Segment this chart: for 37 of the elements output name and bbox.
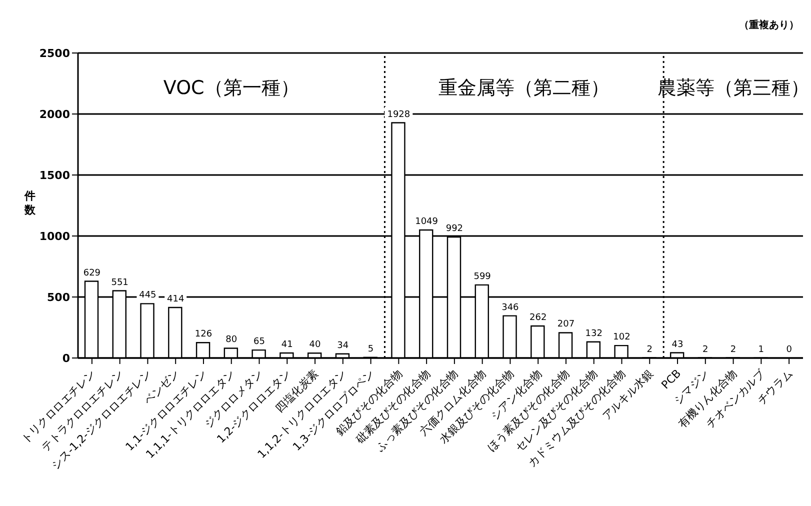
annotation: 重金属等（第二種） [438, 76, 611, 101]
annotation: VOC（第一種） [162, 76, 300, 101]
text: （重複あり） [739, 18, 799, 32]
data-label: 2 [730, 344, 736, 355]
y-tick-label: 500 [47, 290, 70, 304]
data-label: 629 [83, 268, 101, 278]
data-label: 346 [502, 302, 520, 313]
data-label: 599 [474, 272, 492, 282]
data-label: 1928 [387, 110, 410, 120]
y-tick-label: 2500 [39, 46, 70, 60]
data-label: 34 [337, 340, 349, 351]
data-label: 132 [585, 328, 602, 339]
data-label: 551 [111, 278, 128, 288]
data-label: 2 [702, 344, 708, 355]
data-label: 445 [139, 290, 156, 301]
data-label: 992 [446, 224, 464, 234]
data-label: 414 [167, 294, 184, 304]
data-label: 43 [672, 340, 684, 350]
y-tick-label: 1000 [39, 230, 70, 243]
data-label: 207 [557, 320, 575, 330]
data-label: 80 [226, 335, 238, 346]
data-label: 0 [786, 345, 792, 355]
y-tick-label: 2000 [39, 108, 70, 121]
y-tick-label: 0 [62, 352, 70, 365]
data-label: 262 [530, 313, 547, 324]
data-label: 40 [309, 340, 322, 350]
data-label: 41 [281, 340, 293, 350]
data-label: 1049 [415, 217, 438, 228]
data-label: 1 [758, 344, 764, 355]
y-axis-title: 件数 [24, 190, 36, 216]
data-label: 2 [646, 344, 652, 355]
y-tick-label: 1500 [39, 168, 70, 182]
data-label: 126 [194, 330, 212, 340]
annotation: 農薬等（第三種） [657, 77, 810, 99]
data-label: 65 [254, 337, 265, 348]
data-label: 5 [368, 344, 374, 354]
data-label: 102 [613, 332, 630, 343]
